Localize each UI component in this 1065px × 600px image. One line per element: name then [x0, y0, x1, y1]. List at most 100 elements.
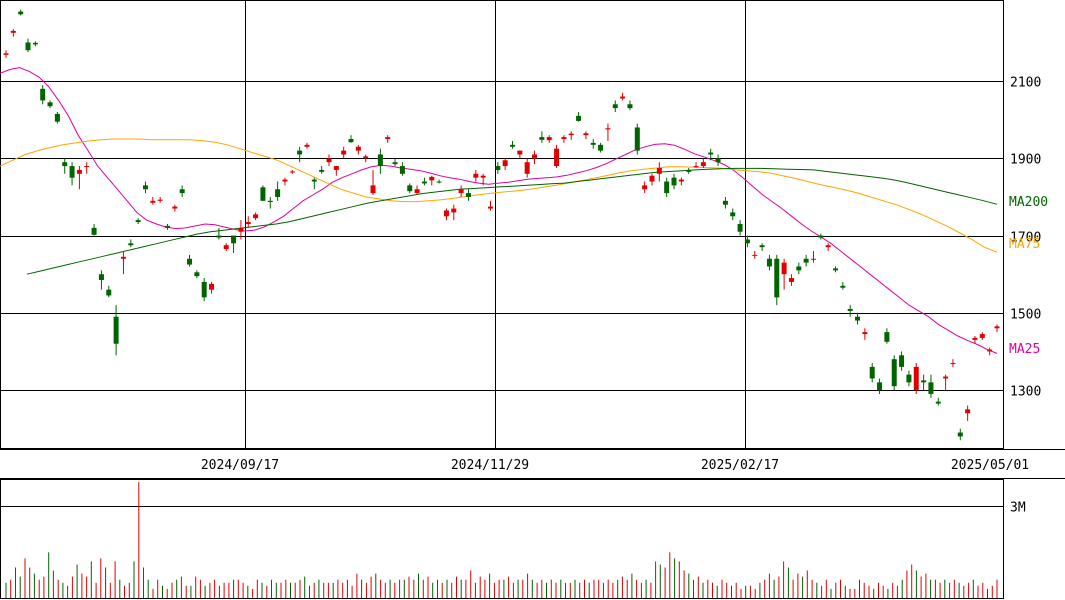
candle-body: [979, 334, 985, 338]
candle-body: [348, 139, 354, 143]
candle-body: [928, 382, 934, 394]
candle-body: [414, 189, 420, 194]
candle-body: [194, 272, 200, 277]
candle-body: [399, 166, 405, 174]
candle-body: [649, 175, 655, 182]
candle-body: [216, 235, 222, 238]
candle-body: [319, 169, 325, 172]
ma200-line: [26, 167, 998, 275]
candle-body: [972, 337, 978, 340]
candle-body: [32, 42, 38, 45]
price-tick-label: 1500: [1010, 308, 1041, 323]
candle-body: [759, 245, 765, 248]
candle-body: [965, 409, 971, 414]
candle-body: [458, 189, 464, 194]
candle-body: [781, 262, 787, 275]
candle-body: [730, 212, 736, 217]
candle-body: [429, 176, 435, 181]
legend: MA200 MA75 MA25: [1009, 195, 1048, 357]
candle-body: [532, 154, 538, 159]
candle-body: [950, 363, 956, 365]
candle-body: [774, 258, 780, 298]
candle-body: [164, 225, 170, 228]
candle-body: [157, 199, 163, 201]
candle-body: [671, 177, 677, 186]
candle-body: [899, 355, 905, 367]
candle-body: [40, 88, 46, 101]
candle-body: [84, 166, 90, 168]
candle-body: [840, 285, 846, 288]
candle-body: [238, 227, 244, 232]
candle-body: [517, 150, 523, 155]
candle-body: [678, 179, 684, 182]
candle-body: [568, 133, 574, 136]
candle-body: [326, 158, 332, 163]
candle-body: [833, 268, 839, 271]
candle-body: [150, 200, 156, 203]
candle-body: [253, 214, 259, 219]
candle-body: [120, 256, 126, 259]
candle-body: [642, 185, 648, 190]
candle-body: [847, 308, 853, 311]
candle-body: [510, 144, 516, 147]
candle-body: [47, 102, 53, 107]
volume-frame: [0, 479, 1004, 599]
candle-body: [172, 206, 178, 209]
candle-body: [722, 200, 728, 205]
candle-body: [341, 150, 347, 155]
candles: [3, 9, 1000, 441]
candle-body: [855, 316, 861, 321]
candle-body: [128, 243, 134, 246]
candle-body: [436, 181, 442, 183]
volume-panel: 3M: [0, 479, 1026, 599]
candle-body: [355, 146, 361, 151]
legend-ma75: MA75: [1009, 237, 1040, 252]
candle-body: [201, 281, 207, 298]
candle-body: [267, 200, 273, 202]
candle-body: [370, 185, 376, 194]
candle-body: [142, 185, 148, 190]
candle-body: [862, 332, 868, 335]
candle-body: [825, 245, 831, 248]
candle-body: [76, 169, 82, 174]
candle-body: [377, 154, 383, 167]
candle-body: [700, 162, 706, 167]
candle-body: [943, 376, 949, 379]
candle-body: [752, 254, 758, 256]
candle-body: [935, 401, 941, 404]
candle-body: [62, 162, 68, 167]
date-tick-label: 2024/09/17: [201, 458, 279, 473]
candle-body: [766, 258, 772, 267]
candle-body: [209, 283, 215, 290]
candle-body: [54, 113, 60, 122]
candle-body: [179, 189, 185, 194]
candle-body: [407, 185, 413, 192]
candle-body: [392, 162, 398, 165]
ma75-line: [0, 138, 998, 253]
candle-body: [627, 104, 633, 109]
candle-body: [539, 137, 545, 140]
date-axis: 2024/09/17 2024/11/29 2025/02/17 2025/05/01: [201, 458, 1029, 473]
candle-body: [275, 189, 281, 197]
candle-body: [465, 193, 471, 197]
candle-body: [289, 171, 295, 173]
candle-body: [715, 158, 721, 163]
candle-body: [583, 133, 589, 136]
candle-body: [957, 432, 963, 437]
candle-body: [693, 166, 699, 168]
candle-body: [656, 168, 662, 174]
candle-body: [590, 142, 596, 145]
price-grid: [0, 0, 1065, 479]
candle-body: [634, 127, 640, 151]
price-tick-label: 1300: [1010, 385, 1041, 400]
candle-body: [304, 144, 310, 147]
candle-body: [282, 179, 288, 182]
candle-body: [98, 274, 104, 280]
candle-body: [554, 148, 560, 167]
candle-body: [803, 258, 809, 263]
candle-body: [187, 258, 193, 265]
candle-body: [744, 239, 750, 244]
candle-body: [18, 11, 24, 15]
candle-body: [891, 359, 897, 387]
